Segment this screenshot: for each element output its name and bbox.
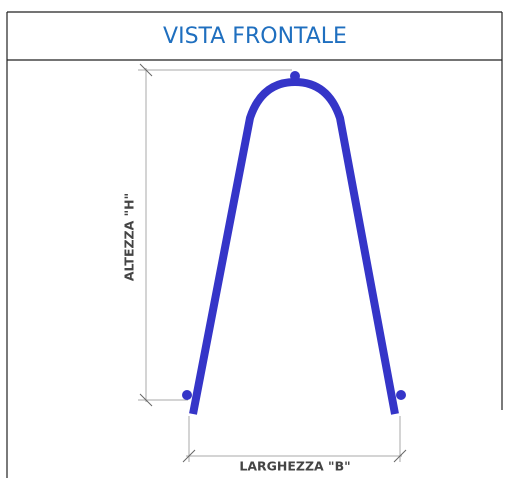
arch-tube	[189, 78, 399, 415]
width-label: LARGHEZZA "B"	[239, 459, 350, 474]
joint	[396, 390, 406, 400]
height-label: ALTEZZA "H"	[122, 193, 137, 281]
header-title: VISTA FRONTALE	[163, 24, 347, 49]
frame	[6, 11, 503, 478]
tick	[139, 393, 153, 407]
tick	[182, 449, 196, 463]
joint	[182, 390, 192, 400]
dimension-lines	[138, 63, 407, 463]
tick	[393, 449, 407, 463]
joint	[290, 71, 300, 81]
tick	[139, 63, 153, 77]
